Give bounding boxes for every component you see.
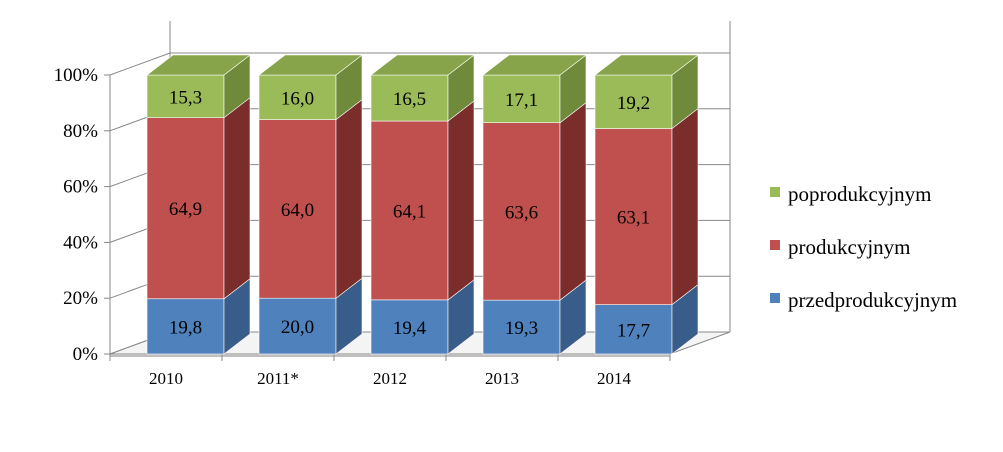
y-tick-label: 80% [63,121,98,142]
legend-label: przedprodukcyjnym [788,288,957,312]
y-tick-label: 0% [73,344,99,365]
x-tick-label: 2013 [485,369,519,388]
legend-label: poprodukcyjnym [788,182,931,206]
bar-segment-side [447,100,475,301]
data-label: 15,3 [169,87,202,108]
bar-segment-side [671,107,699,306]
bar-segment [594,128,673,305]
data-label: 19,3 [505,318,538,339]
data-label: 63,6 [505,202,538,223]
legend-swatch [770,187,780,197]
x-tick-label: 2011* [257,369,299,388]
x-tick-label: 2014 [597,369,632,388]
data-labels: 19,8 64,9 15,3 20,0 64,0 16,0 19,4 64,1 16,5 19,3… [169,87,650,341]
bar-segment-top [146,54,251,76]
legend-label: produkcyjnym [788,235,910,259]
x-axis: 2010 2011* 2012 2013 2014 [109,354,671,388]
bar-segment [258,297,337,355]
x-tick-label: 2010 [149,369,183,388]
legend-swatch [770,240,780,250]
data-label: 64,9 [169,199,202,220]
y-tick-label: 40% [63,232,98,253]
gridline [109,52,730,76]
data-label: 19,8 [169,317,202,338]
data-label: 19,2 [617,93,650,114]
data-label: 16,0 [281,88,314,109]
legend-swatch [770,293,780,303]
x-tick-label: 2012 [373,369,407,388]
data-label: 63,1 [617,208,650,229]
bar-segment [370,74,449,122]
bar-segment [482,299,561,355]
bar-segment-side [335,99,363,299]
y-tick-label: 100% [54,65,99,86]
bar-segment-top [594,54,699,76]
data-label: 17,7 [617,320,650,341]
bar-segment [258,74,337,120]
bar-segment [146,117,225,300]
bar-segment-top [482,54,587,76]
bar-segment-top [370,54,475,76]
bar-segment [146,74,225,118]
y-axis: 0% 20% 40% 60% 80% 100% [54,65,110,365]
legend: poprodukcyjnym produkcyjnym przedprodukcyj… [770,182,957,312]
data-label: 17,1 [505,90,538,111]
y-tick-label: 20% [63,288,98,309]
y-tick-label: 60% [63,177,98,198]
bar-segment [258,119,337,299]
bar-segment [370,299,449,355]
floor-shadow [110,354,670,357]
bar-segment-side [559,102,587,301]
data-label: 20,0 [281,317,314,338]
bar-segment [482,74,561,124]
data-label: 64,1 [393,201,426,222]
bar-segment [482,122,561,301]
data-label: 19,4 [393,318,427,339]
data-label: 16,5 [393,89,426,110]
bar-segment-side [223,97,251,300]
bar-segment-top [258,54,363,76]
bars [146,54,699,355]
data-label: 64,0 [281,200,314,221]
